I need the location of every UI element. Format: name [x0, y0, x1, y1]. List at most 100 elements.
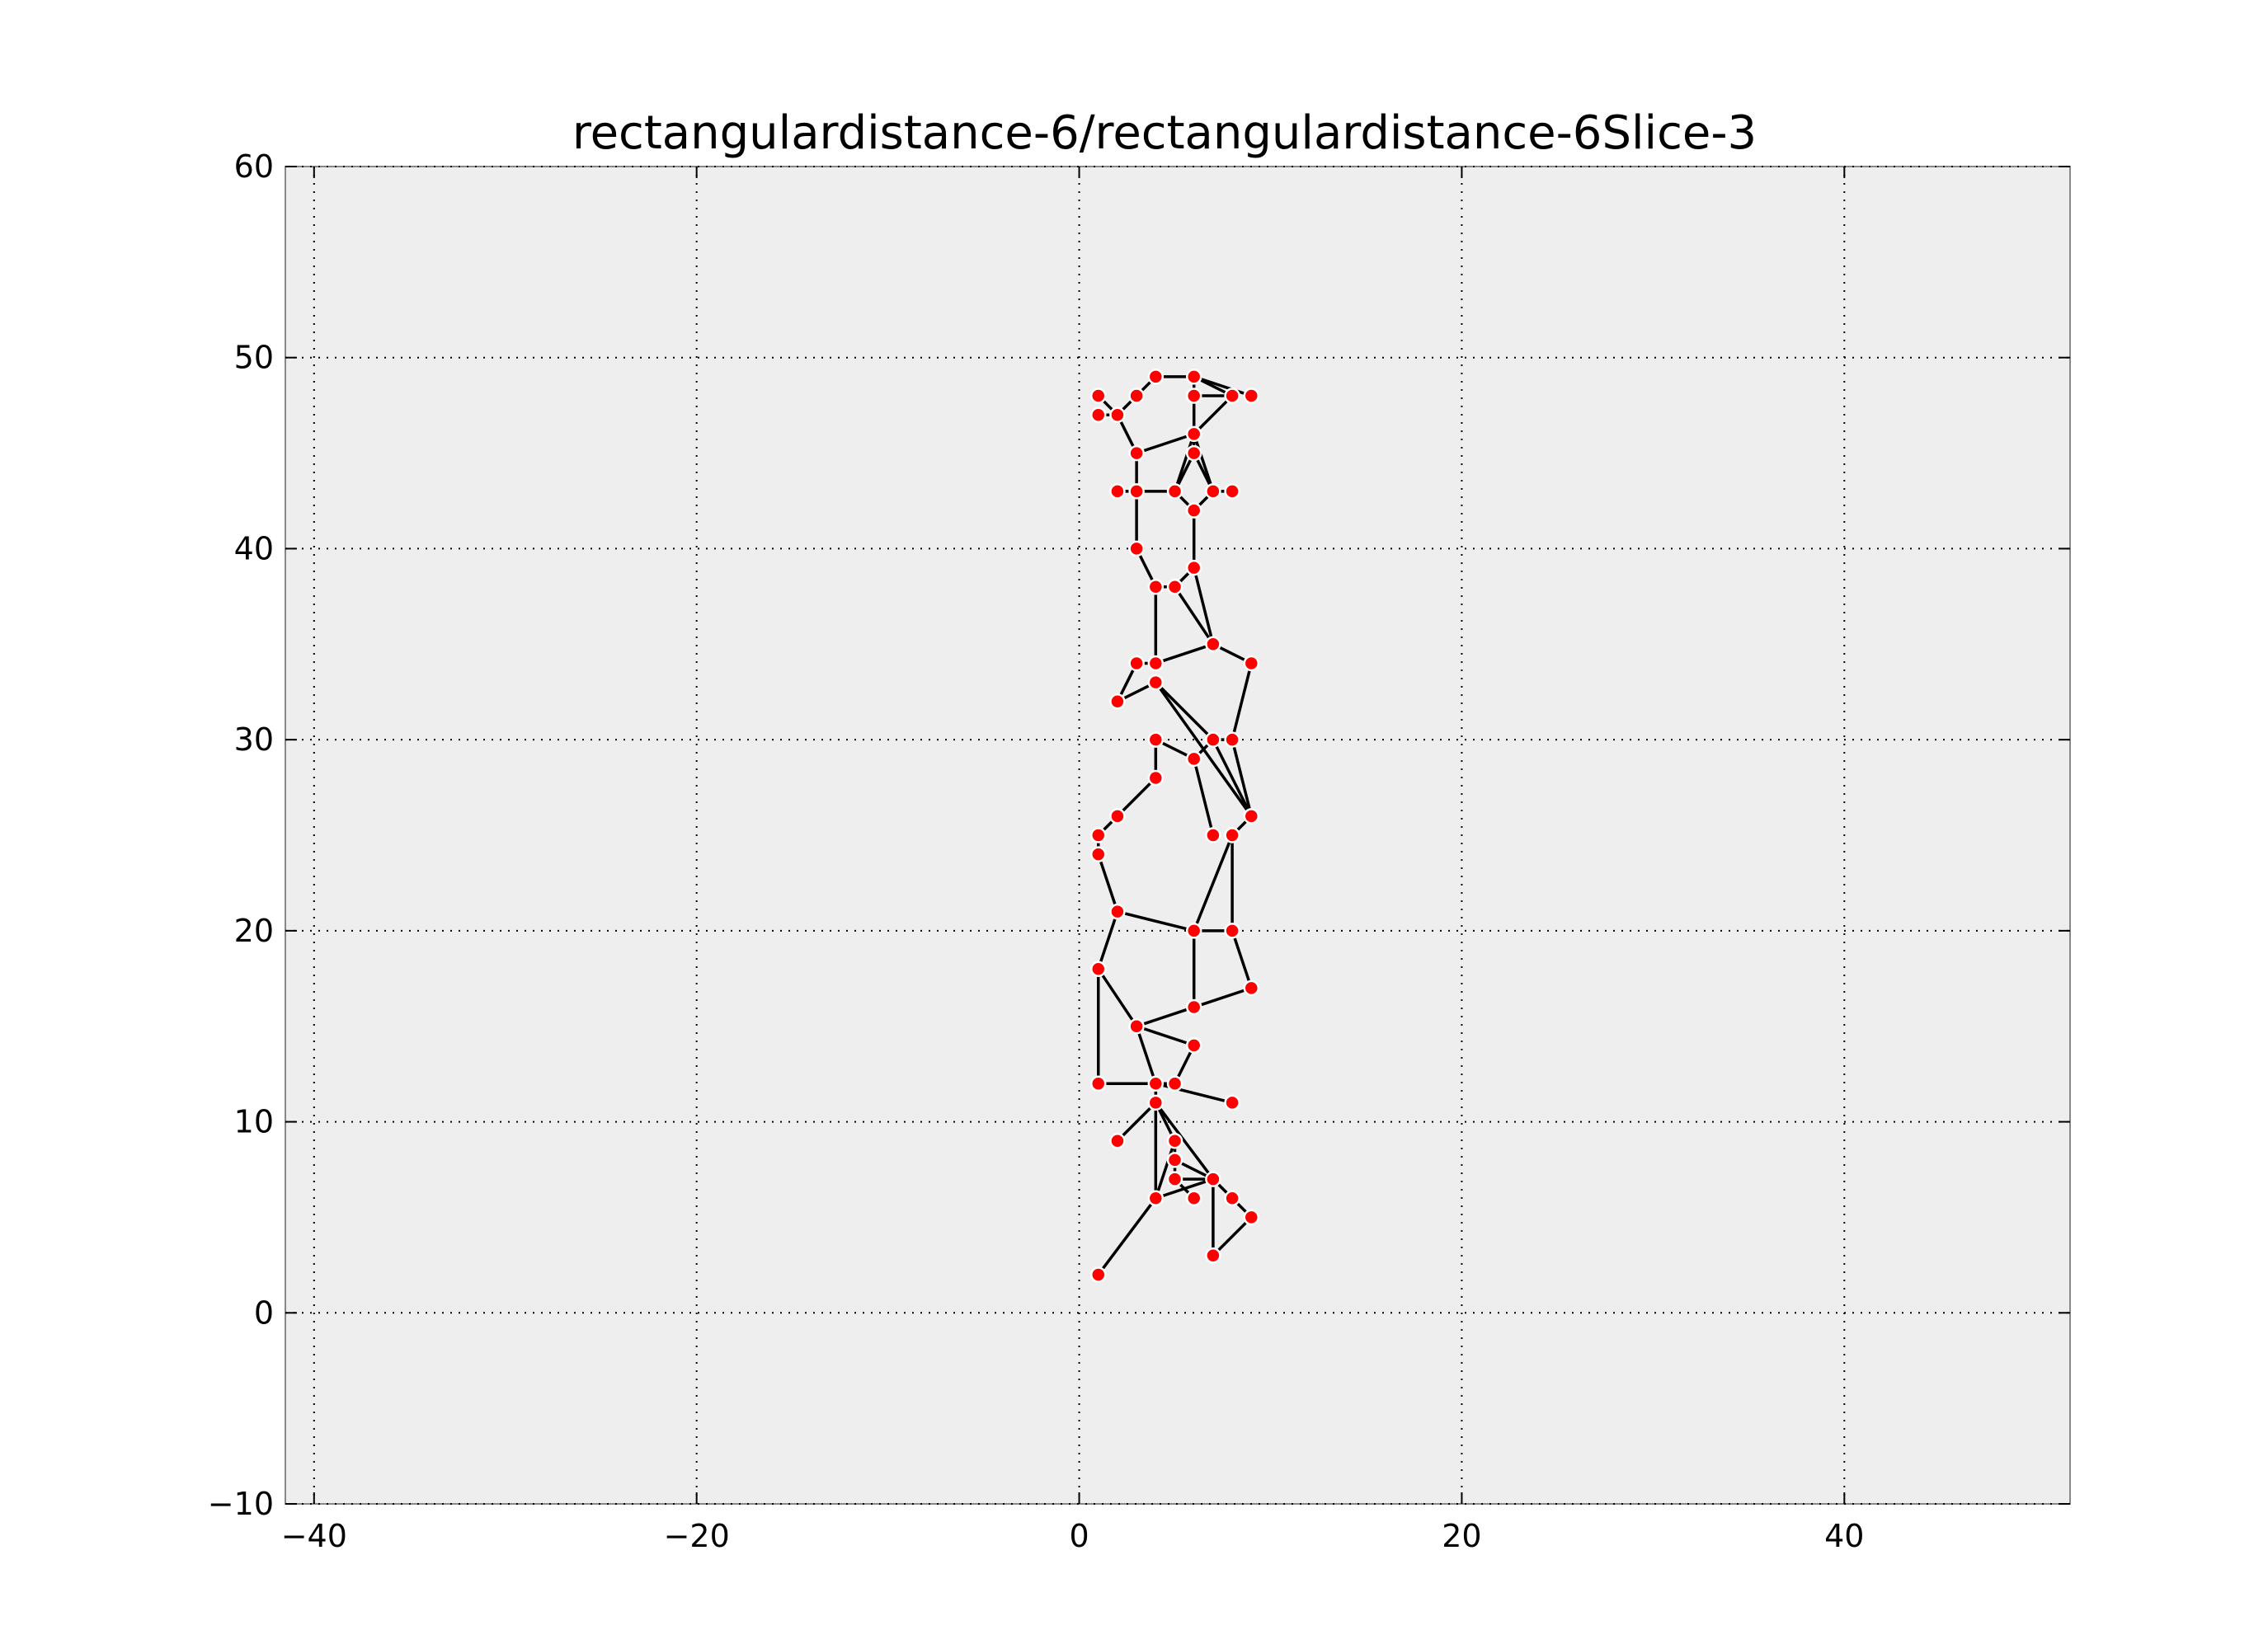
graph-node	[1185, 1190, 1202, 1207]
graph-node	[1166, 1132, 1183, 1149]
graph-node	[1147, 1190, 1165, 1207]
graph-node	[1128, 444, 1145, 462]
y-tick-label: 60	[234, 148, 274, 185]
graph-node	[1243, 655, 1260, 672]
graph-edge	[1135, 1026, 1157, 1084]
graph-node	[1185, 444, 1202, 462]
graph-edge	[1097, 853, 1119, 913]
graph-node	[1147, 769, 1165, 787]
graph-node	[1185, 923, 1202, 939]
graph-node	[1089, 1075, 1107, 1092]
y-tick-label: 40	[234, 530, 274, 566]
x-tick-label: −20	[664, 1518, 730, 1554]
graph-node	[1205, 483, 1221, 500]
x-tick-label: 40	[1824, 1518, 1864, 1554]
x-tick-label: 0	[1069, 1518, 1089, 1554]
graph-node	[1185, 388, 1202, 404]
graph-nodes	[1089, 369, 1260, 1283]
graph-node	[1128, 483, 1145, 500]
chart-title: rectangulardistance-6/rectangulardistanc…	[572, 106, 1757, 160]
graph-edge	[1154, 1102, 1215, 1181]
graph-node	[1205, 1247, 1221, 1264]
y-tick-label: 30	[234, 721, 274, 758]
graph-node	[1147, 1094, 1165, 1111]
graph-edge	[1116, 1102, 1157, 1142]
graph-edge	[1193, 375, 1252, 397]
graph-node	[1185, 369, 1202, 385]
graph-edge	[1155, 681, 1215, 741]
graph-edge	[1155, 642, 1214, 665]
graph-node	[1147, 731, 1165, 748]
graph-edge	[1230, 930, 1253, 989]
graph-node	[1205, 1171, 1221, 1187]
graph-node	[1109, 903, 1126, 920]
graph-node	[1089, 827, 1107, 843]
x-tick-label: 20	[1442, 1518, 1481, 1554]
graph-edge	[1193, 567, 1215, 645]
graph-node	[1243, 980, 1260, 997]
graph-edge	[1136, 1025, 1195, 1047]
graph-node	[1185, 502, 1202, 519]
y-tick-label: 20	[234, 913, 274, 949]
y-tick-label: 0	[254, 1294, 274, 1331]
graph-edge	[1230, 739, 1253, 817]
graph-node	[1185, 750, 1202, 768]
graph-node	[1224, 483, 1240, 500]
y-tick-label: −10	[208, 1486, 274, 1522]
graph-node	[1109, 1132, 1126, 1149]
graph-node	[1205, 827, 1221, 843]
plot-area	[285, 166, 2071, 1505]
graph-edge	[1212, 1216, 1253, 1257]
y-tick-label: 50	[234, 340, 274, 376]
graph-node	[1109, 693, 1126, 710]
graph-node	[1224, 827, 1240, 843]
graph-node	[1089, 846, 1107, 862]
graph-node	[1089, 388, 1107, 404]
graph-node	[1185, 1037, 1202, 1054]
graph-node	[1243, 1209, 1260, 1226]
graph-node	[1128, 655, 1145, 672]
graph-node	[1109, 808, 1126, 824]
graph-edge	[1136, 432, 1195, 455]
graph-node	[1128, 540, 1145, 557]
graph-node	[1224, 731, 1240, 748]
graph-node	[1089, 406, 1107, 423]
graph-node	[1109, 483, 1126, 500]
graph-edge	[1193, 834, 1234, 932]
y-tick-label: 10	[234, 1104, 274, 1140]
graph-edge	[1097, 1197, 1157, 1276]
graph-edge	[1136, 1005, 1195, 1028]
graph-node	[1224, 1094, 1240, 1111]
graph-node	[1128, 388, 1145, 404]
graph-node	[1147, 674, 1165, 691]
graph-edge	[1154, 1140, 1177, 1199]
graph-node	[1128, 1017, 1145, 1035]
graph-edge	[1193, 986, 1252, 1009]
graph-edge	[1116, 777, 1157, 818]
graph-node	[1224, 923, 1240, 939]
graph-edge	[1193, 394, 1234, 435]
graph-edge	[1174, 585, 1215, 646]
graph-node	[1166, 483, 1183, 500]
graph-node	[1243, 808, 1260, 824]
graph-edge	[1230, 663, 1253, 740]
graph-node	[1089, 1266, 1107, 1283]
graph-node	[1109, 406, 1126, 423]
graph-node	[1185, 559, 1202, 576]
graph-edge	[1193, 758, 1215, 836]
graph-node	[1166, 579, 1183, 595]
graph-node	[1166, 1152, 1183, 1168]
graph-node	[1205, 731, 1221, 748]
graph-node	[1166, 1075, 1183, 1092]
graph-node	[1224, 1190, 1240, 1207]
graph-node	[1205, 636, 1221, 653]
graph-node	[1185, 425, 1202, 443]
graph-node	[1147, 579, 1165, 595]
graph-node	[1147, 655, 1165, 672]
grid	[285, 166, 2070, 1505]
graph-node	[1185, 998, 1202, 1016]
x-tick-label: −40	[281, 1518, 347, 1554]
graph-node	[1147, 1075, 1165, 1092]
graph-edge	[1212, 739, 1253, 817]
